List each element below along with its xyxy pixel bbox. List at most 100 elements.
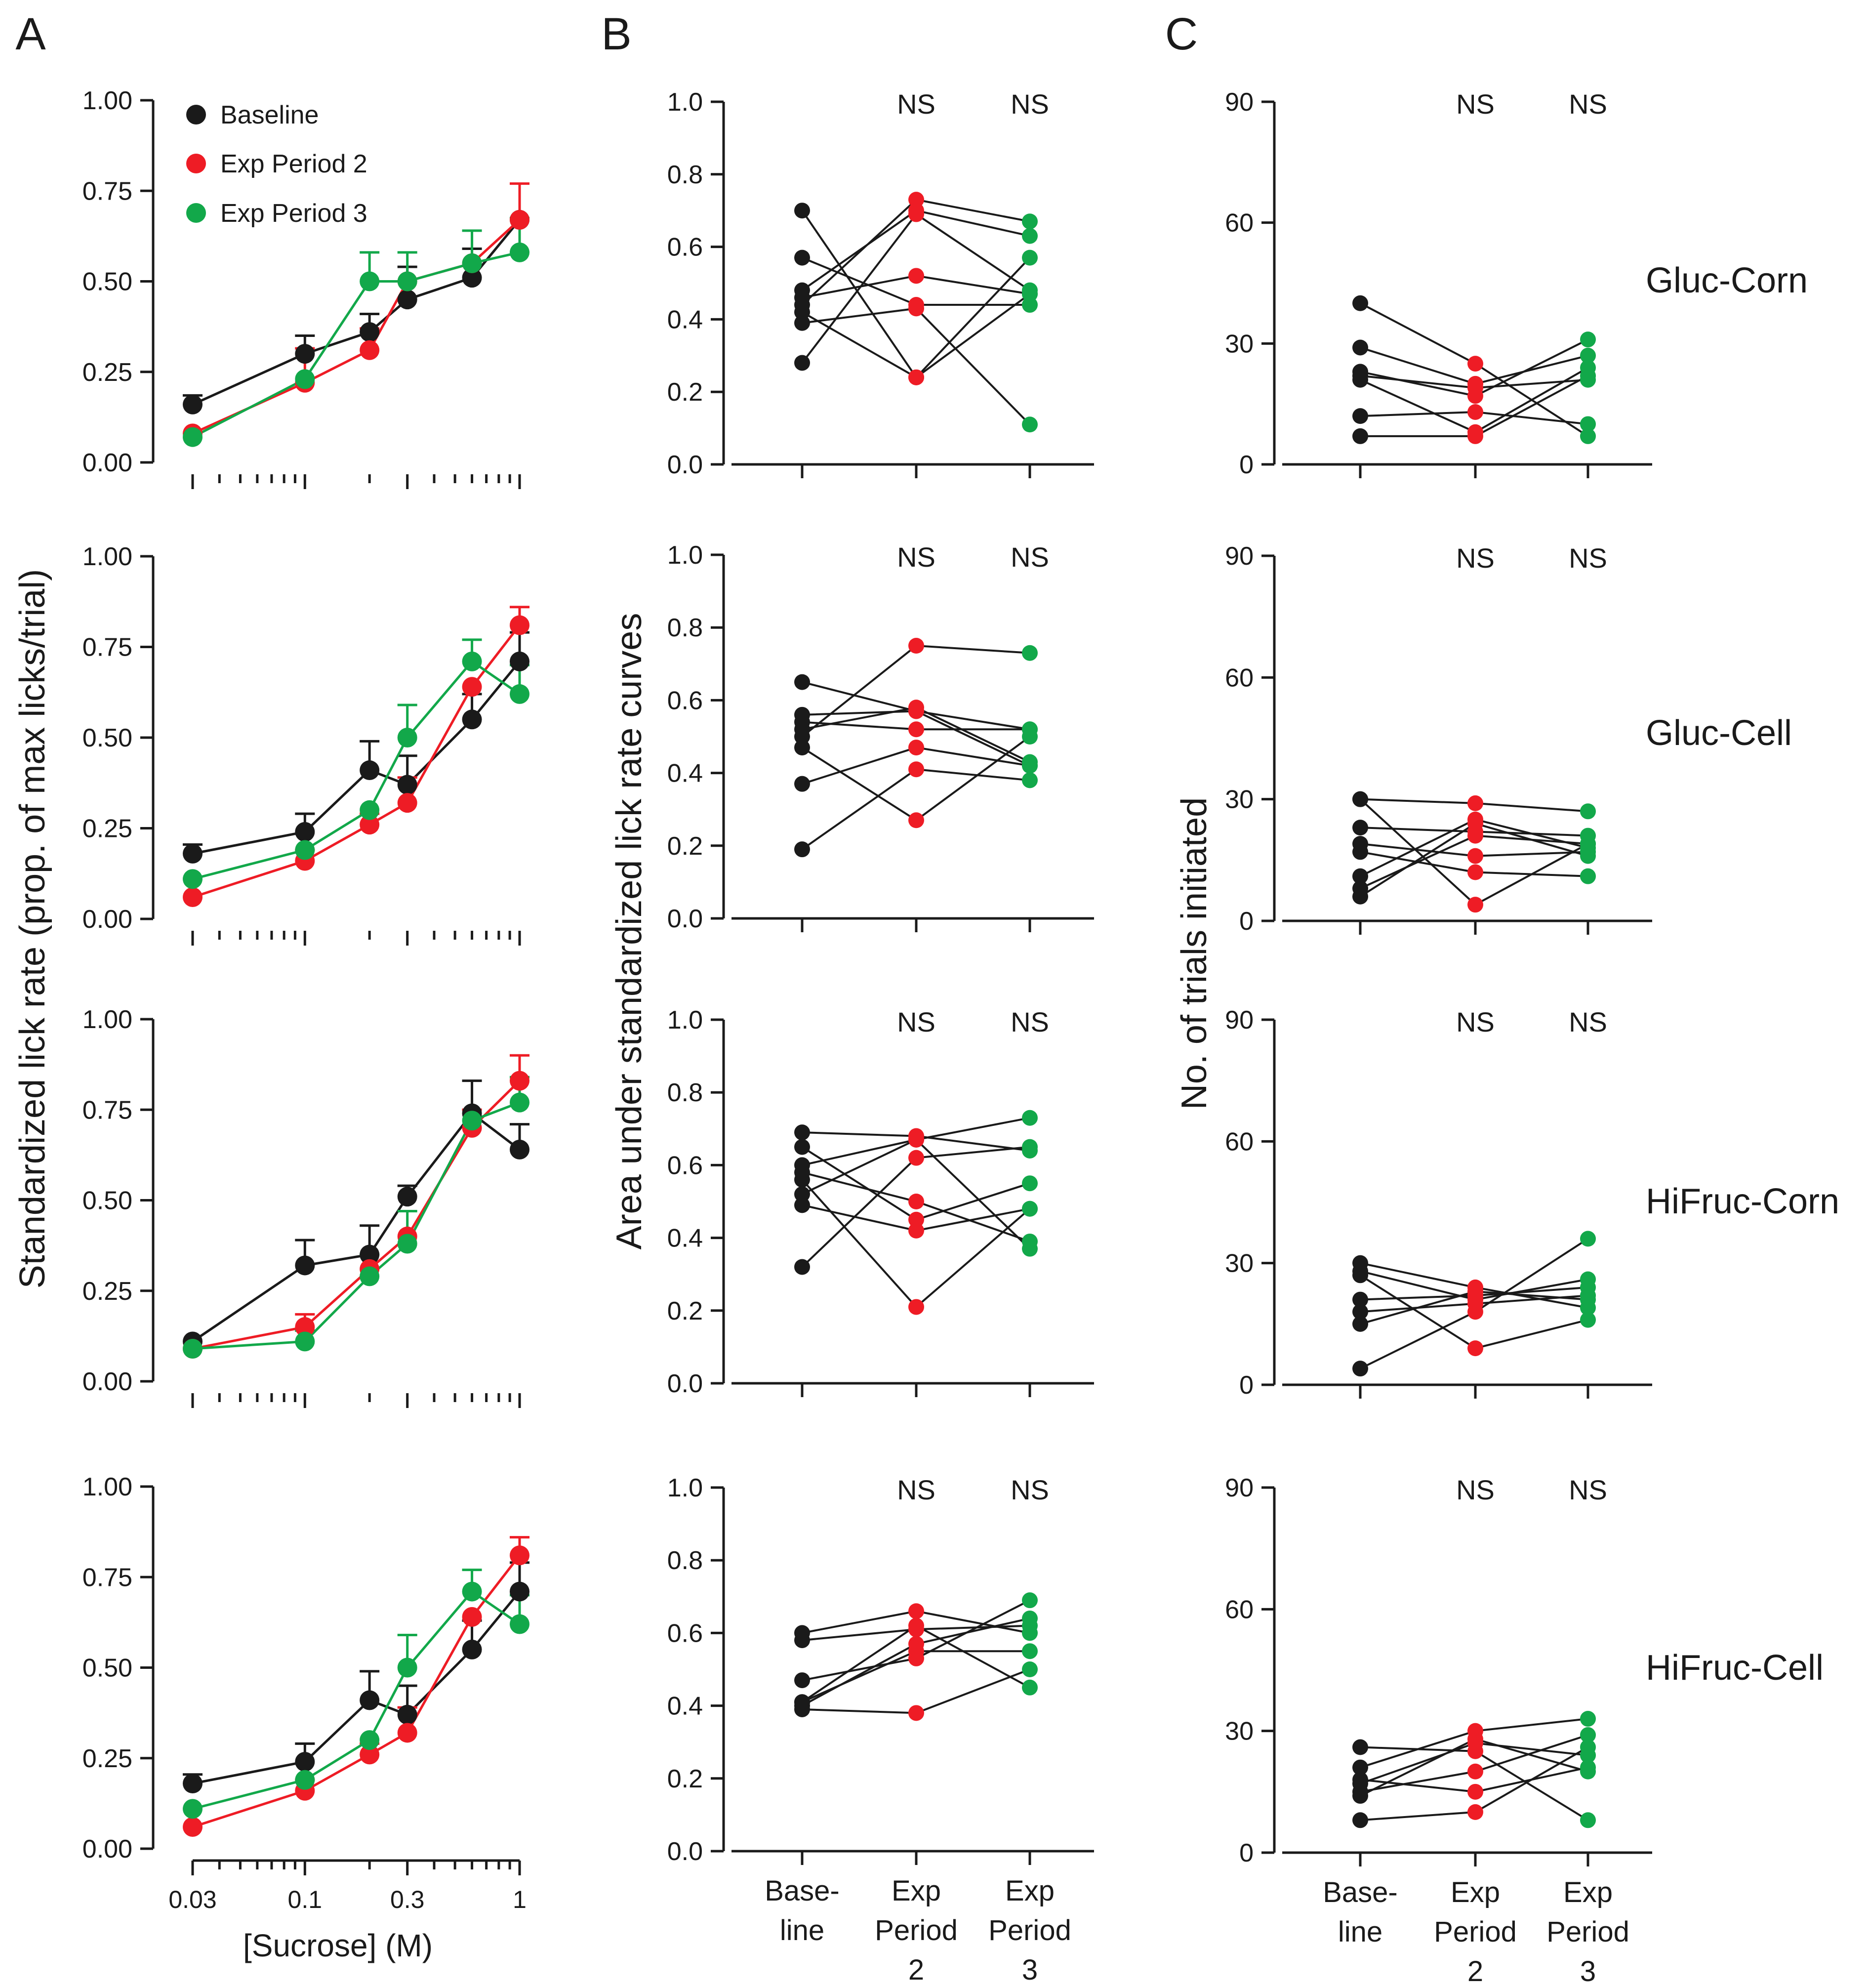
panel-a-x-tick-label: 0.3 <box>390 1886 425 1913</box>
panel-c-subject-point <box>1580 428 1596 444</box>
panel-c-y-tick-label: 60 <box>1225 209 1254 238</box>
panel-b-subject-point <box>794 1124 810 1141</box>
panel-c-subject-point <box>1580 1763 1596 1780</box>
panel-a-y-tick-label: 0.00 <box>82 905 132 934</box>
panel-c-ns-label: NS <box>1456 542 1495 574</box>
panel-c-ns-label: NS <box>1456 88 1495 120</box>
panel-c-y-tick-label: 0 <box>1239 1839 1254 1867</box>
panel-a-point <box>183 1799 203 1819</box>
panel-a-y-axis-label: Standardized lick rate (prop. of max lic… <box>13 569 52 1289</box>
panel-b-y-tick-label: 0.0 <box>667 905 703 933</box>
panel-c-subject-point <box>1467 815 1483 831</box>
panel-a-series-line <box>192 1590 521 1785</box>
panel-b-ns-label: NS <box>897 541 935 573</box>
panel-letter-C: C <box>1165 9 1198 59</box>
panel-c-y-tick-label: 0 <box>1239 907 1254 936</box>
panel-b-category-label: line <box>780 1914 824 1947</box>
panel-a-point <box>360 1244 380 1265</box>
panel-c-subject-point <box>1580 1291 1596 1308</box>
panel-c-subject-point <box>1467 1284 1483 1300</box>
panel-c-subject-point <box>1467 1804 1483 1820</box>
panel-c-y-tick-label: 0 <box>1239 1371 1254 1400</box>
panel-a-point <box>397 1704 417 1725</box>
panel-letter-B: B <box>601 9 631 59</box>
panel-c-subject-point <box>1580 1739 1596 1755</box>
panel-c-subject-point <box>1580 416 1596 432</box>
panel-a-point <box>360 322 380 342</box>
panel-b-subject-point <box>908 192 924 208</box>
panel-b-subject-point <box>794 1197 810 1213</box>
panel-a-point <box>397 728 417 747</box>
panel-a-point <box>360 340 380 360</box>
panel-a-point <box>295 344 315 364</box>
panel-a-y-tick-label: 0.75 <box>82 633 132 662</box>
panel-a-point <box>397 1234 417 1254</box>
panel-b-subject-point <box>1022 297 1038 313</box>
panel-c-subject-point <box>1352 1316 1368 1332</box>
panel-c-y-tick-label: 30 <box>1225 1717 1254 1746</box>
panel-c-subject-point <box>1352 408 1368 424</box>
panel-b-subject-point <box>908 300 924 317</box>
panel-c-subject-point <box>1467 380 1483 396</box>
panel-b-subject-point <box>908 1150 924 1166</box>
panel-b-subject-point <box>794 1139 810 1155</box>
panel-b-y-tick-label: 0.2 <box>667 378 703 407</box>
panel-b-y-tick-label: 1.0 <box>667 88 703 117</box>
panel-c-subject-point <box>1580 848 1596 864</box>
panel-b-category-label: 3 <box>1022 1954 1038 1986</box>
panel-b-y-tick-label: 1.0 <box>667 1006 703 1035</box>
panel-a-point <box>397 775 417 795</box>
panel-b-subject-point <box>794 355 810 371</box>
panel-a-point <box>360 760 380 781</box>
panel-b-subject-point <box>1022 645 1038 661</box>
panel-c-subject-point <box>1580 1231 1596 1247</box>
panel-b-y-tick-label: 0.8 <box>667 1078 703 1107</box>
panel-b-subject-point <box>1022 249 1038 266</box>
panel-a-series-line <box>192 624 521 899</box>
panel-b-subject-point <box>1022 1592 1038 1609</box>
panel-b-subject-point <box>1022 1201 1038 1217</box>
panel-c-category-label: 3 <box>1580 1955 1596 1988</box>
panel-a-point <box>397 290 417 310</box>
panel-a-point <box>510 1614 529 1634</box>
panel-c-subject-point <box>1580 1727 1596 1743</box>
panel-c-y-tick-label: 30 <box>1225 330 1254 358</box>
panel-a-point <box>510 1071 529 1091</box>
legend-marker <box>186 105 206 124</box>
panel-a-series-line <box>192 219 521 435</box>
panel-b-subject-point <box>794 1694 810 1710</box>
panel-a-point <box>183 1339 203 1359</box>
legend-label: Baseline <box>220 101 319 129</box>
panel-letter-A: A <box>15 9 46 59</box>
panel-b-subject-point <box>794 249 810 266</box>
panel-c-category-label: Base- <box>1323 1876 1398 1908</box>
panel-a-point <box>462 709 482 730</box>
panel-b-y-tick-label: 0.0 <box>667 451 703 479</box>
panel-a-point <box>295 1752 315 1772</box>
panel-b-subject-point <box>794 1632 810 1649</box>
panel-c-subject-point <box>1352 1739 1368 1755</box>
panel-b-ns-label: NS <box>1011 88 1049 120</box>
panel-c-subject-point <box>1467 1304 1483 1320</box>
panel-b-ns-label: NS <box>897 88 935 120</box>
panel-a-point <box>360 1266 380 1286</box>
panel-b-subject-point <box>1022 416 1038 433</box>
panel-b-subject-point <box>794 1186 810 1202</box>
panel-b-y-tick-label: 0.6 <box>667 233 703 262</box>
panel-a-y-tick-label: 0.25 <box>82 1277 132 1306</box>
panel-c-y-tick-label: 90 <box>1225 1474 1254 1502</box>
panel-b-y-tick-label: 0.2 <box>667 1297 703 1325</box>
panel-a-y-tick-label: 0.00 <box>82 449 132 477</box>
panel-b-subject-point <box>908 740 924 756</box>
panel-c-subject-point <box>1580 368 1596 384</box>
panel-c-subject-point <box>1580 347 1596 364</box>
panel-c-y-tick-label: 30 <box>1225 786 1254 814</box>
panel-c-subject-point <box>1352 1291 1368 1308</box>
panel-b-subject-point <box>794 304 810 320</box>
panel-b-subject-point <box>1022 1139 1038 1155</box>
panel-c-category-label: Period <box>1434 1916 1517 1948</box>
panel-a-x-tick-label: 0.03 <box>168 1886 216 1913</box>
panel-b-y-axis-label: Area under standardized lick rate curves <box>609 613 649 1250</box>
panel-b-y-tick-label: 0.2 <box>667 832 703 861</box>
panel-c-subject-point <box>1467 428 1483 444</box>
